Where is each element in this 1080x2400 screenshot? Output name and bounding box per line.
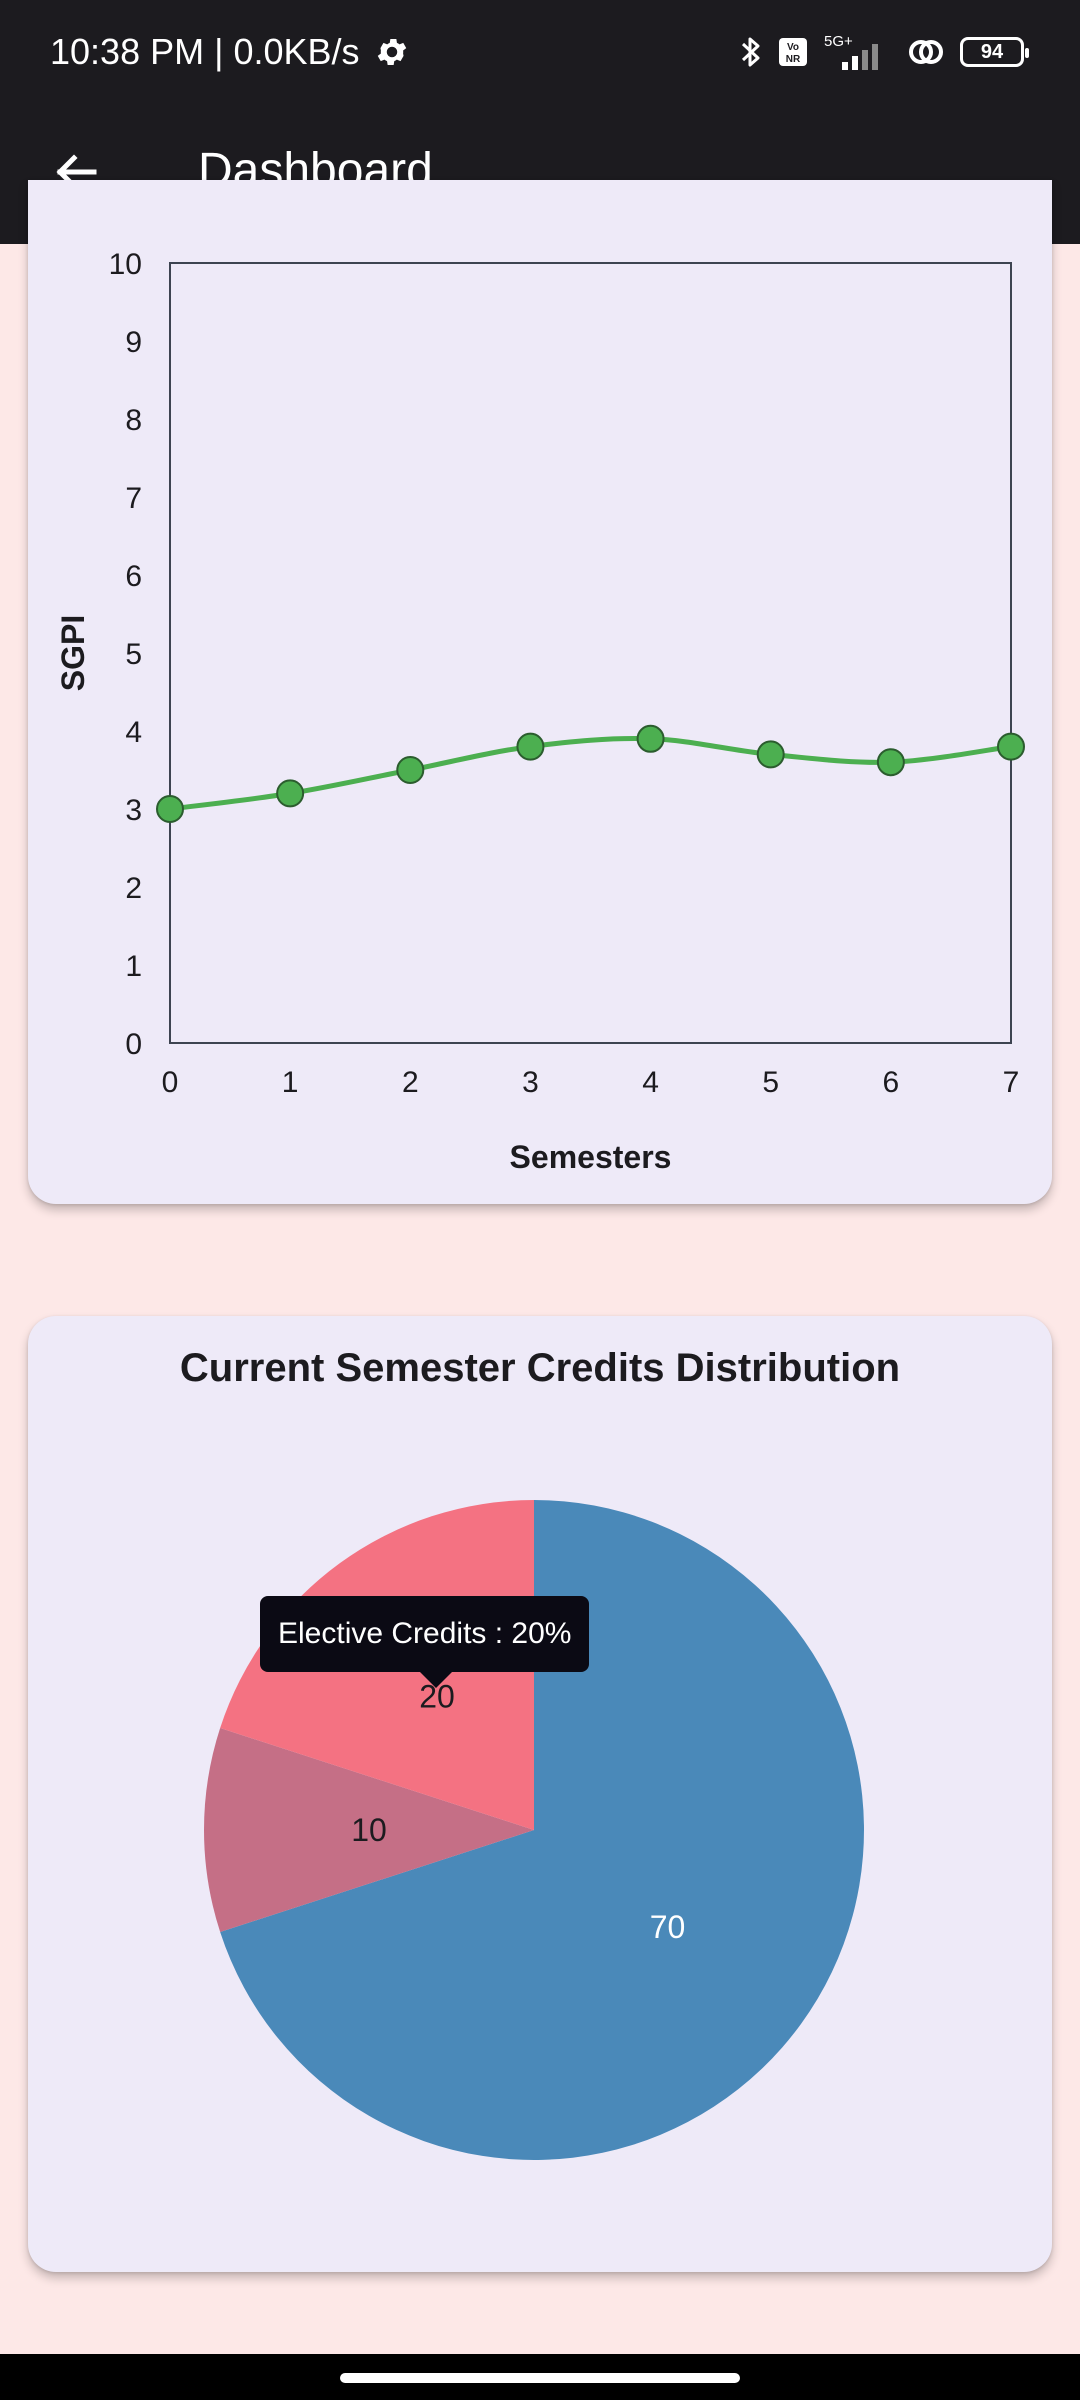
x-tick-label: 5 <box>762 1066 779 1099</box>
data-point[interactable] <box>156 795 184 823</box>
data-point[interactable] <box>396 756 425 784</box>
pie-slice-label: 10 <box>351 1812 387 1848</box>
pie-slice[interactable] <box>203 1728 534 1932</box>
y-axis-label: SGPI <box>55 615 91 691</box>
pie-tooltip: Elective Credits : 20% <box>260 1596 590 1688</box>
battery-level: 94 <box>980 40 1004 63</box>
status-icons: Vo NR 5G+ 94 <box>738 30 1029 74</box>
y-tick-label: 9 <box>125 326 142 359</box>
network-type-label: 5G+ <box>824 33 853 50</box>
data-point[interactable] <box>636 724 665 753</box>
x-tick-label: 4 <box>642 1066 659 1099</box>
data-saver-icon <box>909 40 943 64</box>
svg-text:NR: NR <box>786 54 801 65</box>
x-tick-label: 1 <box>282 1066 299 1099</box>
data-point[interactable] <box>876 748 905 777</box>
bluetooth-icon <box>741 37 760 67</box>
home-indicator[interactable] <box>340 2373 740 2383</box>
y-tick-label: 1 <box>125 950 142 983</box>
x-tick-label: 6 <box>883 1066 900 1099</box>
y-tick-label: 0 <box>125 1028 142 1061</box>
x-axis-label: Semesters <box>510 1139 672 1175</box>
vonr-icon: Vo NR <box>779 38 807 66</box>
status-time: 10:38 PM | 0.0KB/s <box>50 31 360 72</box>
x-tick-label: 0 <box>162 1066 179 1099</box>
pie-slice[interactable] <box>220 1500 864 2160</box>
y-tick-label: 6 <box>125 560 142 593</box>
y-tick-label: 8 <box>125 404 142 437</box>
data-point[interactable] <box>997 732 1025 761</box>
x-tick-label: 7 <box>1003 1066 1020 1099</box>
sgpi-line-chart: 0 1 2 3 4 5 6 7 8 9 10 0 1 2 3 4 5 6 7 Semesters SGPI <box>55 248 1025 1175</box>
plot-frame <box>169 262 1012 1044</box>
pie-slice-label: 70 <box>650 1909 686 1945</box>
y-tick-label: 2 <box>125 872 142 905</box>
data-point[interactable] <box>276 779 305 808</box>
signal-5g-icon: 5G+ <box>824 33 878 70</box>
x-tick-label: 2 <box>402 1066 419 1099</box>
battery-icon: 94 <box>960 37 1029 67</box>
y-tick-label: 7 <box>125 482 142 515</box>
svg-text:Vo: Vo <box>787 42 799 53</box>
y-tick-label: 10 <box>109 248 142 281</box>
navigation-bar <box>0 2354 1080 2400</box>
status-bar: 10:38 PM | 0.0KB/s Vo NR 5G+ <box>0 0 1080 104</box>
data-point[interactable] <box>756 740 785 769</box>
sgpi-chart-card: 0 1 2 3 4 5 6 7 8 9 10 0 1 2 3 4 5 6 7 Semesters SGPI <box>28 180 1052 1204</box>
credits-chart-card: Current Semester Credits Distribution 70… <box>28 1316 1052 2272</box>
y-tick-label: 5 <box>125 638 142 671</box>
pie-chart-title: Current Semester Credits Distribution <box>179 1346 901 1390</box>
y-tick-label: 4 <box>125 716 142 749</box>
data-point[interactable] <box>516 732 545 761</box>
x-tick-label: 3 <box>522 1066 539 1099</box>
settings-gear-icon <box>377 38 407 66</box>
y-tick-label: 3 <box>125 794 142 827</box>
